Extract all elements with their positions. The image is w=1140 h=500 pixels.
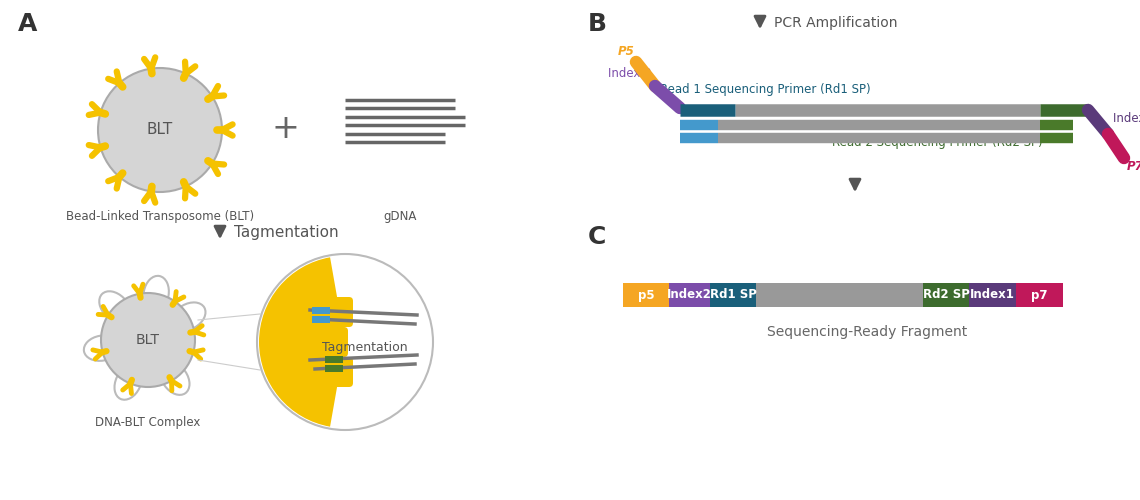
Bar bbox=[922, 283, 969, 307]
Text: Read 2 Sequencing Primer (Rd2 SP): Read 2 Sequencing Primer (Rd2 SP) bbox=[832, 136, 1043, 149]
Text: BLT: BLT bbox=[136, 333, 160, 347]
Text: Rd2 SP: Rd2 SP bbox=[922, 288, 969, 302]
Bar bbox=[1016, 283, 1064, 307]
FancyBboxPatch shape bbox=[306, 327, 348, 357]
Text: P5: P5 bbox=[617, 45, 634, 58]
Bar bbox=[710, 283, 757, 307]
Text: Read 1 Sequencing Primer (Rd1 SP): Read 1 Sequencing Primer (Rd1 SP) bbox=[660, 83, 870, 96]
Polygon shape bbox=[256, 254, 385, 430]
Text: Index1: Index1 bbox=[970, 288, 1015, 302]
Text: Index 1: Index 1 bbox=[1113, 112, 1140, 124]
FancyBboxPatch shape bbox=[306, 357, 353, 387]
Circle shape bbox=[101, 293, 195, 387]
Text: B: B bbox=[588, 12, 606, 36]
Bar bbox=[969, 283, 1016, 307]
Text: DNA-BLT Complex: DNA-BLT Complex bbox=[96, 416, 201, 429]
Wedge shape bbox=[259, 258, 345, 426]
Bar bbox=[325, 365, 343, 372]
Text: Index2: Index2 bbox=[667, 288, 712, 302]
Text: Index 2: Index 2 bbox=[609, 67, 652, 80]
Bar bbox=[757, 283, 922, 307]
Text: Tagmentation: Tagmentation bbox=[323, 340, 408, 353]
Text: A: A bbox=[18, 12, 38, 36]
Text: PCR Amplification: PCR Amplification bbox=[774, 16, 897, 30]
Text: Rd1 SP: Rd1 SP bbox=[710, 288, 757, 302]
FancyBboxPatch shape bbox=[306, 297, 353, 327]
Bar bbox=[622, 283, 669, 307]
Text: +: + bbox=[271, 112, 299, 144]
Bar bbox=[312, 307, 329, 314]
Text: Sequencing-Ready Fragment: Sequencing-Ready Fragment bbox=[767, 325, 968, 339]
Circle shape bbox=[256, 254, 433, 430]
Text: gDNA: gDNA bbox=[383, 210, 417, 223]
Circle shape bbox=[98, 68, 222, 192]
Text: P7: P7 bbox=[1127, 160, 1140, 173]
Text: p7: p7 bbox=[1032, 288, 1048, 302]
Text: BLT: BLT bbox=[147, 122, 173, 138]
Bar bbox=[669, 283, 710, 307]
Bar bbox=[325, 356, 343, 363]
Text: C: C bbox=[588, 225, 606, 249]
Text: Tagmentation: Tagmentation bbox=[234, 226, 339, 240]
Bar bbox=[312, 316, 329, 323]
Text: Bead-Linked Transposome (BLT): Bead-Linked Transposome (BLT) bbox=[66, 210, 254, 223]
Text: p5: p5 bbox=[638, 288, 654, 302]
